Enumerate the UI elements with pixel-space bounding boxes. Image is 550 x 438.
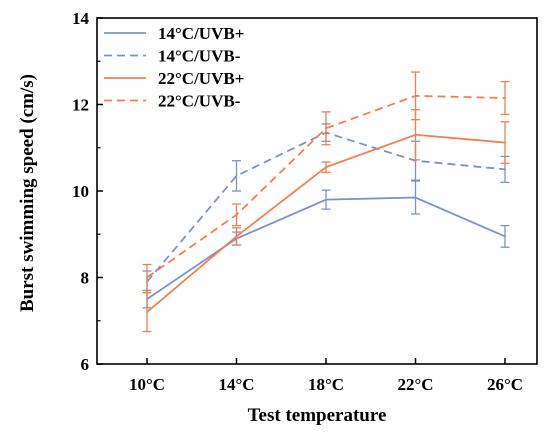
data-point: [414, 94, 417, 97]
y-tick-label: 10: [72, 182, 89, 201]
series-layer: [142, 71, 510, 333]
data-point: [325, 166, 327, 169]
data-point: [146, 276, 148, 279]
legend-label: 14°C/UVB-: [158, 47, 241, 66]
data-point: [235, 235, 238, 238]
data-point: [414, 196, 417, 199]
data-point: [325, 198, 327, 201]
series-22c-uvb-plus: [142, 109, 510, 333]
data-point: [146, 311, 148, 313]
legend: 14°C/UVB+ 14°C/UVB- 22°C/UVB+ 22°C/UVB-: [104, 24, 244, 111]
y-axis-label: Burst swimming speed (cm/s): [17, 74, 38, 312]
x-tick-label: 10°C: [129, 375, 165, 394]
data-point: [325, 127, 327, 130]
data-point: [504, 141, 506, 144]
y-tick-label: 12: [72, 96, 89, 115]
x-tick-label: 22°C: [397, 375, 433, 394]
series-line: [146, 196, 506, 300]
y-axis-ticks: 6 8 10 12 14: [72, 9, 103, 374]
x-axis-label: Test temperature: [248, 405, 387, 426]
data-point: [414, 133, 417, 136]
series-line: [146, 94, 506, 279]
y-tick-label: 6: [81, 355, 90, 374]
data-point: [504, 168, 506, 171]
data-point: [504, 97, 506, 99]
series-14c-uvb-plus: [142, 180, 510, 309]
x-tick-label: 14°C: [218, 375, 254, 394]
x-tick-label: 26°C: [487, 375, 523, 394]
data-point: [504, 235, 506, 238]
x-axis-ticks: 10°C 14°C 18°C 22°C 26°C: [129, 358, 523, 394]
data-point: [235, 174, 238, 177]
series-22c-uvb-minus: [142, 71, 510, 292]
legend-label: 22°C/UVB-: [158, 92, 241, 111]
x-tick-label: 18°C: [308, 375, 344, 394]
y-tick-label: 14: [72, 9, 90, 28]
legend-label: 22°C/UVB+: [158, 69, 244, 88]
y-tick-label: 8: [81, 269, 90, 288]
legend-label: 14°C/UVB+: [158, 24, 244, 43]
data-point: [235, 213, 238, 216]
